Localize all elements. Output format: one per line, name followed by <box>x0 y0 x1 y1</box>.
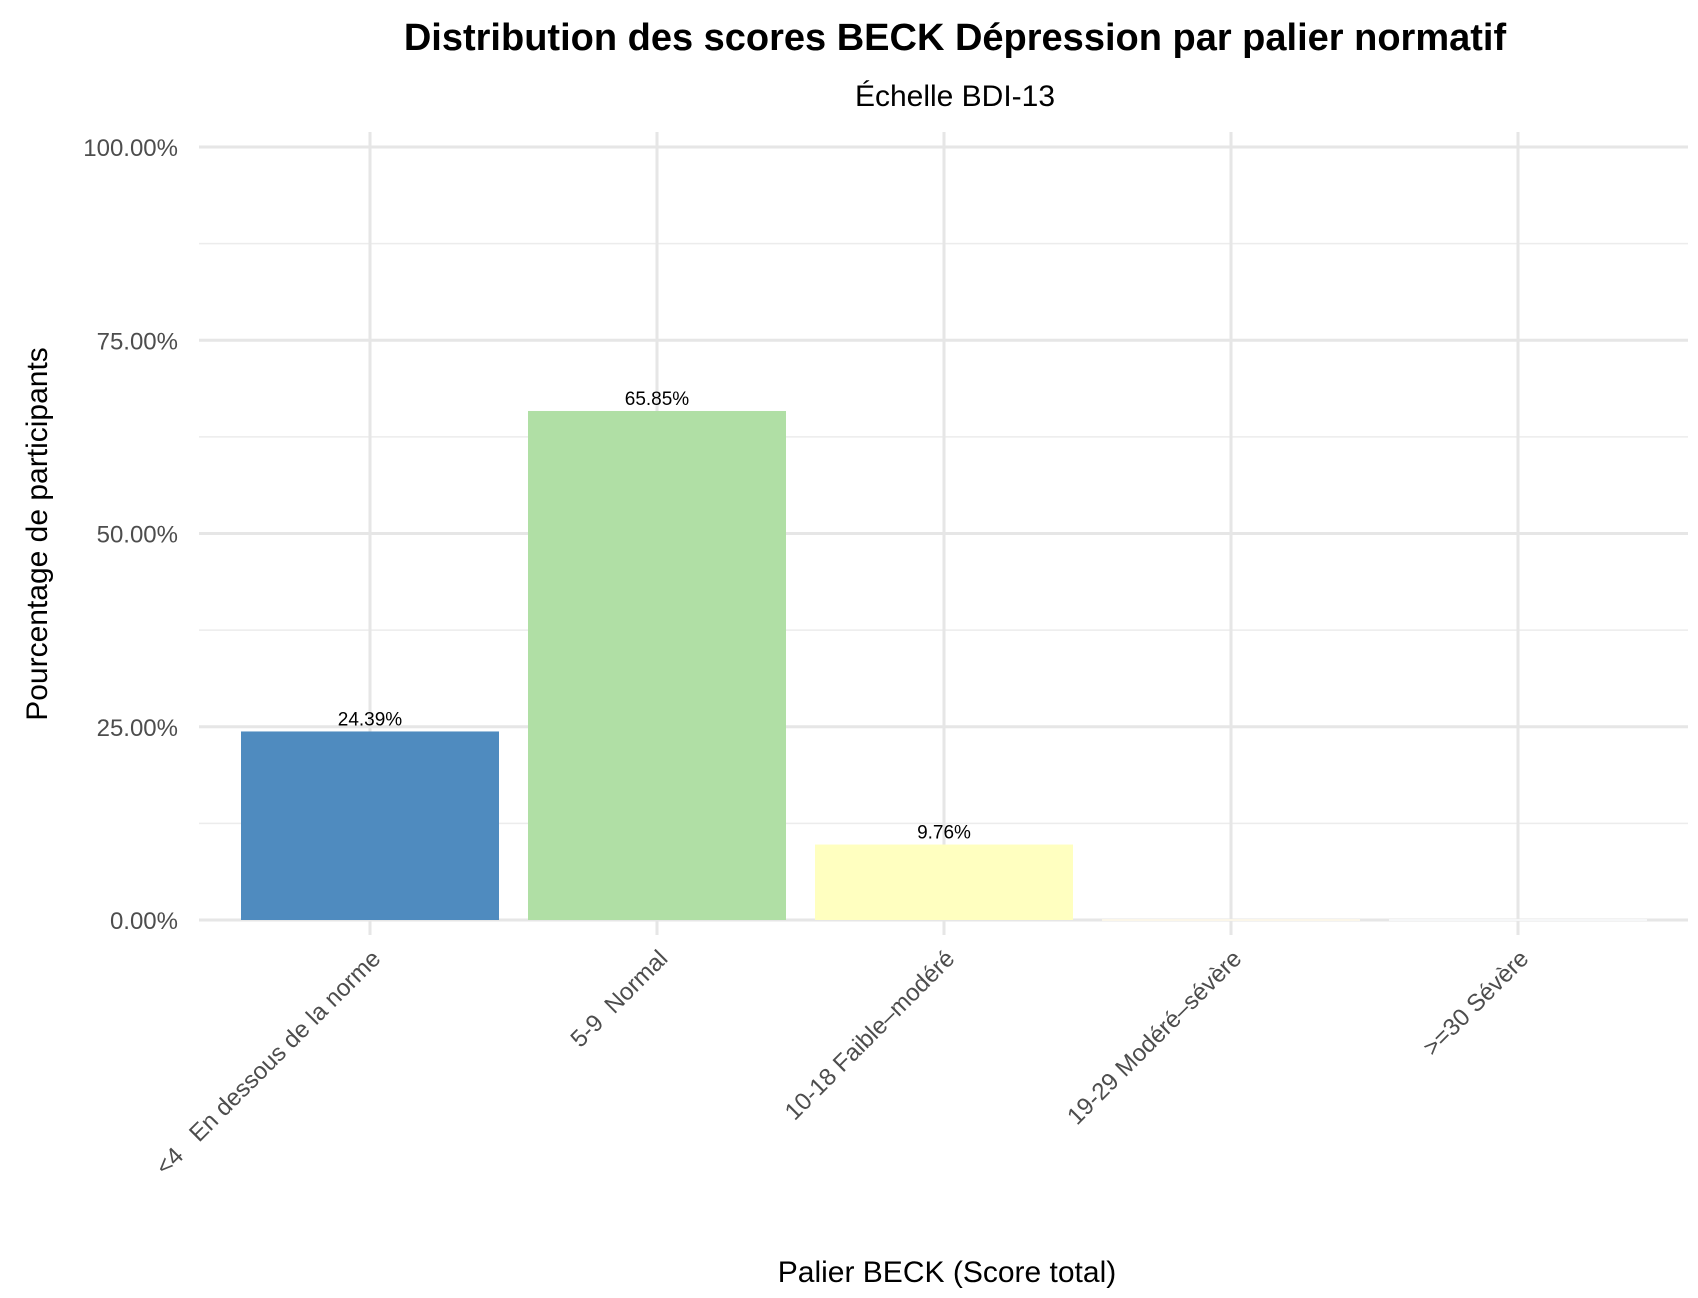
y-tick-label: 100.00% <box>83 135 178 162</box>
bar-3 <box>815 844 1073 920</box>
x-tick-label: 19-29 Modéré–sévère <box>1062 945 1247 1130</box>
y-tick-label: 25.00% <box>97 715 178 742</box>
chart-title: Distribution des scores BECK Dépression … <box>404 17 1507 59</box>
x-axis-title: Palier BECK (Score total) <box>778 1256 1116 1289</box>
y-axis-ticks: 0.00% 25.00% 50.00% 75.00% 100.00% <box>83 135 178 935</box>
y-tick-label: 0.00% <box>110 908 178 935</box>
bar-4 <box>1102 919 1360 921</box>
data-label-1: 24.39% <box>338 709 403 730</box>
x-tick-label: >=30 Sévère <box>1418 945 1534 1061</box>
x-tick-label: <4 En dessous de la norme <box>151 945 387 1181</box>
chart-subtitle: Échelle BDI-13 <box>855 80 1055 113</box>
y-tick-label: 75.00% <box>97 328 178 355</box>
x-tick-label: 10-18 Faible–modéré <box>780 945 960 1125</box>
bar-1 <box>241 731 499 920</box>
bars <box>241 410 1647 921</box>
bar-2 <box>528 410 786 920</box>
x-axis-ticks: <4 En dessous de la norme 5-9 Normal 10-18… <box>151 945 1535 1181</box>
data-label-3: 9.76% <box>917 823 971 844</box>
x-tick-label: 5-9 Normal <box>565 945 673 1053</box>
y-axis-title: Pourcentage de participants <box>21 347 54 721</box>
data-labels: 24.39% 65.85% 9.76% <box>338 389 971 844</box>
y-tick-label: 50.00% <box>97 522 178 549</box>
data-label-2: 65.85% <box>625 389 690 410</box>
bar-5 <box>1389 919 1647 921</box>
